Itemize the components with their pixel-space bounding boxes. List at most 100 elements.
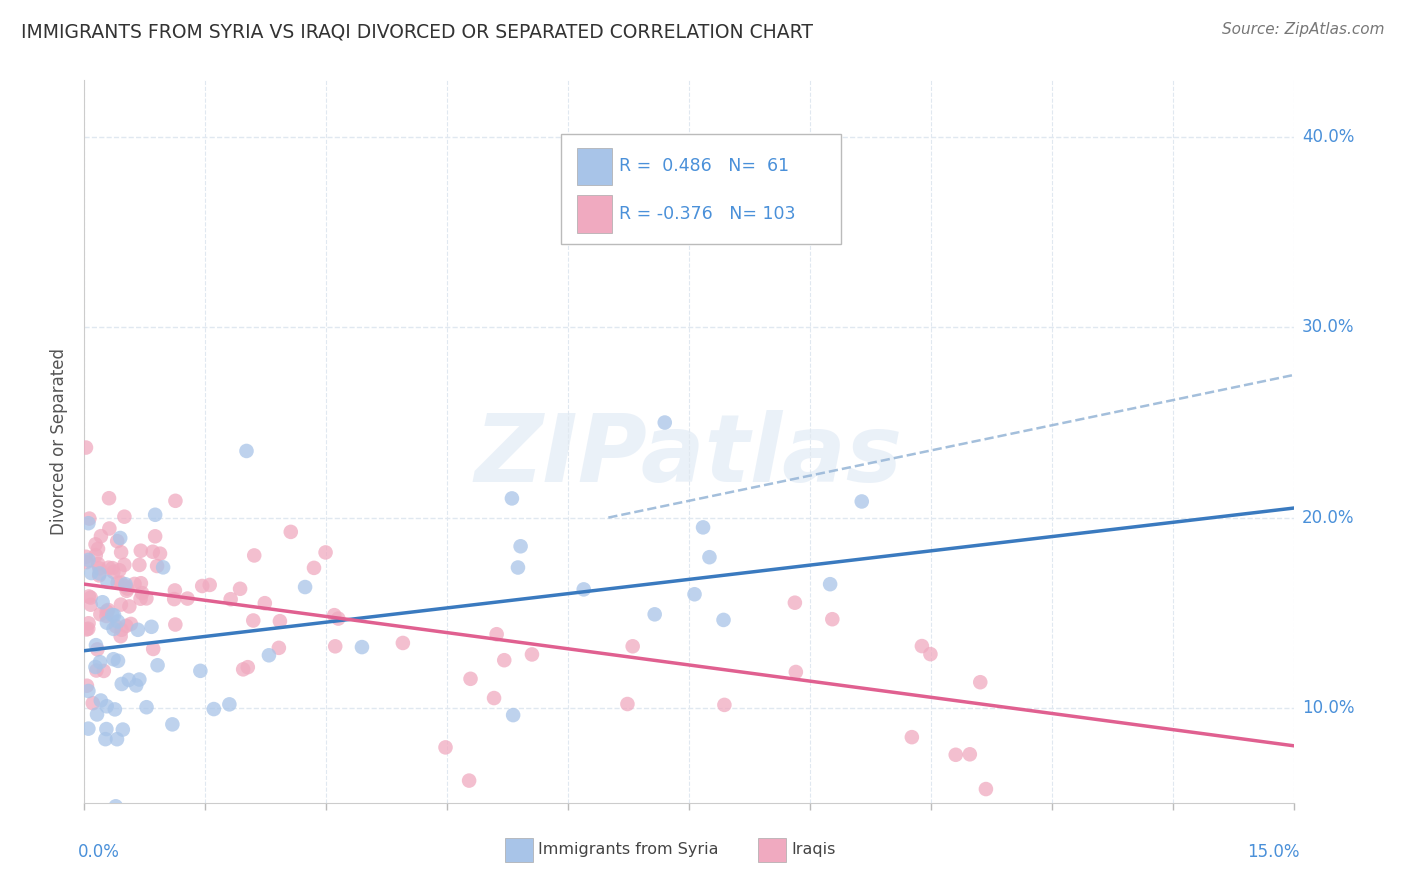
Point bbox=[202, 702, 225, 716]
Point bbox=[110, 598, 132, 612]
Point bbox=[129, 591, 152, 606]
Point bbox=[911, 639, 934, 653]
Point bbox=[77, 553, 100, 567]
Point bbox=[129, 543, 152, 558]
Point bbox=[146, 559, 169, 574]
Point bbox=[84, 537, 107, 551]
Point bbox=[111, 623, 134, 637]
Point bbox=[120, 616, 142, 631]
Point bbox=[84, 548, 107, 562]
Point bbox=[118, 673, 141, 687]
Point bbox=[142, 642, 165, 657]
Point bbox=[785, 665, 807, 679]
Point bbox=[920, 647, 942, 661]
Point bbox=[96, 604, 118, 618]
Point bbox=[485, 627, 508, 641]
Text: ZIPatlas: ZIPatlas bbox=[475, 410, 903, 502]
Point bbox=[105, 534, 128, 549]
Point bbox=[783, 596, 806, 610]
Point bbox=[77, 516, 100, 531]
Point bbox=[945, 747, 967, 762]
Point bbox=[328, 611, 350, 625]
Point bbox=[76, 555, 98, 569]
Point bbox=[105, 732, 128, 747]
Point bbox=[621, 640, 644, 654]
Point bbox=[114, 577, 136, 591]
Point bbox=[135, 591, 157, 606]
Point bbox=[129, 576, 152, 591]
Text: Iraqis: Iraqis bbox=[792, 842, 837, 857]
Point bbox=[96, 615, 118, 630]
Point bbox=[821, 612, 844, 626]
Point bbox=[502, 708, 524, 723]
Point bbox=[107, 615, 129, 629]
Point bbox=[75, 441, 97, 455]
Point bbox=[131, 586, 153, 600]
Point bbox=[616, 697, 638, 711]
Point bbox=[96, 722, 118, 736]
Point bbox=[118, 599, 141, 614]
Point bbox=[269, 614, 291, 628]
Point bbox=[699, 550, 721, 565]
Point bbox=[235, 444, 257, 458]
Point bbox=[108, 531, 131, 545]
Point bbox=[818, 577, 841, 591]
Point bbox=[77, 590, 100, 604]
Point bbox=[135, 700, 157, 714]
Point bbox=[104, 619, 127, 633]
Point bbox=[713, 613, 735, 627]
Point bbox=[90, 693, 112, 707]
Point bbox=[959, 747, 981, 762]
Point bbox=[77, 684, 100, 698]
Point bbox=[969, 675, 991, 690]
Point bbox=[103, 565, 125, 579]
Point bbox=[294, 580, 316, 594]
Text: 15.0%: 15.0% bbox=[1247, 843, 1299, 861]
Point bbox=[713, 698, 735, 712]
Point bbox=[108, 563, 131, 577]
Point bbox=[107, 575, 129, 590]
Point bbox=[115, 583, 138, 598]
Point bbox=[501, 491, 523, 506]
Point bbox=[107, 654, 129, 668]
Point bbox=[302, 561, 325, 575]
Point bbox=[494, 653, 516, 667]
Point bbox=[80, 598, 103, 612]
Point bbox=[77, 616, 100, 631]
Point bbox=[434, 740, 457, 755]
Point bbox=[236, 660, 259, 674]
Point bbox=[141, 620, 163, 634]
Point bbox=[124, 577, 146, 591]
Point bbox=[683, 587, 706, 601]
Point bbox=[94, 732, 117, 747]
Point bbox=[142, 545, 165, 559]
Point bbox=[103, 652, 125, 666]
Point bbox=[77, 622, 100, 636]
Point bbox=[80, 591, 103, 605]
Y-axis label: Divorced or Separated: Divorced or Separated bbox=[51, 348, 69, 535]
Point bbox=[176, 591, 198, 606]
Point bbox=[84, 660, 107, 674]
Point bbox=[86, 642, 108, 657]
Point bbox=[146, 658, 169, 673]
Point bbox=[80, 566, 103, 580]
Point bbox=[112, 558, 135, 572]
Point bbox=[110, 629, 132, 643]
Point bbox=[84, 638, 107, 652]
Point bbox=[458, 773, 481, 788]
Point bbox=[190, 664, 212, 678]
Point bbox=[97, 560, 120, 574]
Point bbox=[232, 662, 254, 676]
Point bbox=[103, 622, 125, 636]
Point bbox=[163, 592, 186, 607]
Point bbox=[218, 698, 240, 712]
Point bbox=[165, 493, 187, 508]
Point bbox=[229, 582, 252, 596]
Point bbox=[86, 664, 108, 678]
Text: 20.0%: 20.0% bbox=[1302, 508, 1354, 526]
Point bbox=[89, 655, 111, 669]
Point bbox=[482, 691, 505, 706]
Point bbox=[110, 545, 132, 559]
Point bbox=[89, 607, 111, 622]
Point bbox=[242, 614, 264, 628]
